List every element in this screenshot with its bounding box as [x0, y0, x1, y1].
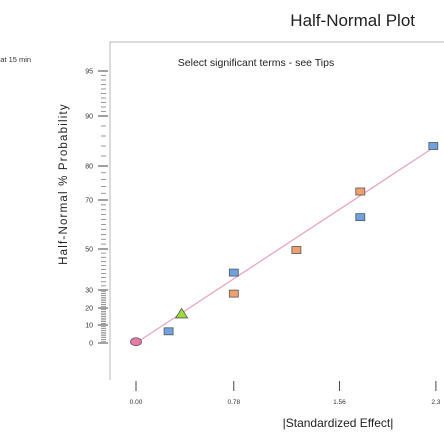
fit-line-group	[135, 145, 437, 344]
y-axis-label: Half-Normal % Probability	[58, 103, 70, 265]
x-tick-label: 0.00	[130, 399, 143, 406]
y-tick-label: 95	[85, 69, 93, 76]
y-tick-label: 80	[85, 164, 93, 171]
y-tick-label: 30	[85, 288, 93, 295]
x-tick-label: 1.56	[333, 399, 346, 406]
x-tick-label: 2.3	[431, 399, 440, 406]
y-tick-label: 10	[85, 323, 93, 330]
data-point-triangle[interactable]	[174, 307, 189, 319]
x-axis: 0.00 0.78 1.56 2.3	[130, 381, 441, 406]
data-point-square[interactable]	[355, 187, 366, 196]
data-point-circle[interactable]	[130, 337, 142, 347]
plot-frame	[109, 41, 444, 380]
significance-note: Select significant terms - see Tips	[178, 57, 334, 69]
data-points	[130, 142, 439, 347]
data-point-square[interactable]	[228, 268, 239, 277]
fit-line	[135, 145, 437, 344]
y-axis: 0 10 20 30 50 70 80 90 95	[85, 69, 108, 348]
data-point-square[interactable]	[163, 327, 174, 336]
chart-subtitle: d at 15 min	[0, 55, 31, 64]
y-tick-label: 70	[85, 198, 93, 205]
x-axis-label: |Standardized Effect|	[283, 416, 394, 430]
data-point-square[interactable]	[291, 246, 302, 254]
y-tick-label: 90	[85, 114, 93, 121]
data-point-square[interactable]	[228, 289, 239, 298]
x-tick-label: 0.78	[227, 399, 240, 406]
y-tick-label: 50	[85, 247, 93, 254]
data-point-square[interactable]	[355, 213, 366, 222]
chart-title: Half-Normal Plot	[290, 11, 415, 30]
y-tick-label: 20	[85, 306, 93, 313]
y-tick-label: 0	[89, 341, 93, 348]
data-point-square[interactable]	[428, 142, 439, 150]
